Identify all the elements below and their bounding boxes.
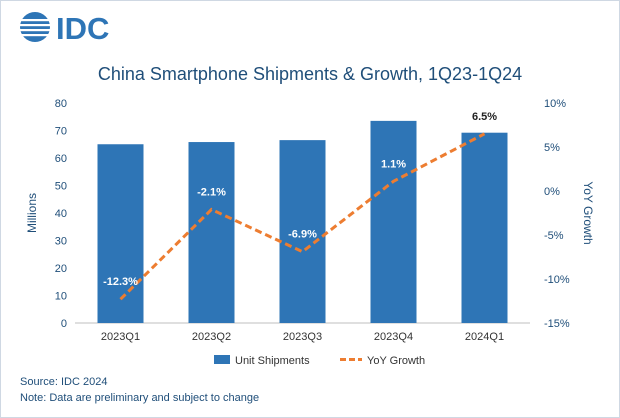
brand-text: IDC (56, 11, 109, 44)
x-tick-label: 2023Q2 (192, 331, 231, 343)
bar-2023Q1 (97, 144, 144, 323)
bar-2023Q4 (370, 120, 417, 323)
globe-icon (20, 12, 50, 42)
yoy-growth-line (119, 132, 486, 301)
y2-tick-label: -15% (544, 318, 570, 330)
y2-tick-label: 5% (544, 142, 560, 154)
yoy-data-label: -12.3% (103, 276, 138, 288)
y2-tick-label: -10% (544, 274, 570, 286)
source-note: Source: IDC 2024 (20, 376, 108, 388)
y-tick-label: 40 (55, 208, 67, 220)
footnote: Note: Data are preliminary and subject t… (20, 392, 260, 404)
x-tick-label: 2023Q1 (101, 331, 140, 343)
y-tick-label: 60 (55, 153, 67, 165)
x-tick-label: 2023Q3 (283, 331, 322, 343)
y-tick-label: 0 (61, 318, 67, 330)
yoy-data-label: 6.5% (472, 111, 497, 123)
y-tick-label: 30 (55, 236, 67, 248)
bar-2023Q3 (279, 140, 326, 323)
y2-axis-title: YoY Growth (581, 181, 595, 244)
yoy-data-label: -6.9% (288, 229, 317, 241)
y-tick-label: 10 (55, 291, 67, 303)
legend-label-line: YoY Growth (367, 355, 425, 367)
y-tick-label: 70 (55, 126, 67, 138)
x-tick-label: 2023Q4 (374, 331, 413, 343)
legend-swatch-bar (214, 355, 230, 364)
yoy-data-label: -2.1% (197, 186, 226, 198)
yoy-data-label: 1.1% (381, 158, 406, 170)
bar-2024Q1 (461, 132, 508, 323)
idc-logo: IDC (20, 11, 109, 44)
y-axis-title: Millions (25, 193, 39, 233)
y2-tick-label: 10% (544, 98, 566, 110)
y2-tick-label: -5% (544, 230, 564, 242)
x-tick-label: 2024Q1 (465, 331, 504, 343)
y2-tick-label: 0% (544, 186, 560, 198)
y-tick-label: 80 (55, 98, 67, 110)
y-tick-label: 50 (55, 181, 67, 193)
chart-title: China Smartphone Shipments & Growth, 1Q2… (97, 64, 523, 84)
y-tick-label: 20 (55, 263, 67, 275)
bar-2023Q2 (188, 142, 235, 323)
legend-label-bar: Unit Shipments (235, 355, 310, 367)
